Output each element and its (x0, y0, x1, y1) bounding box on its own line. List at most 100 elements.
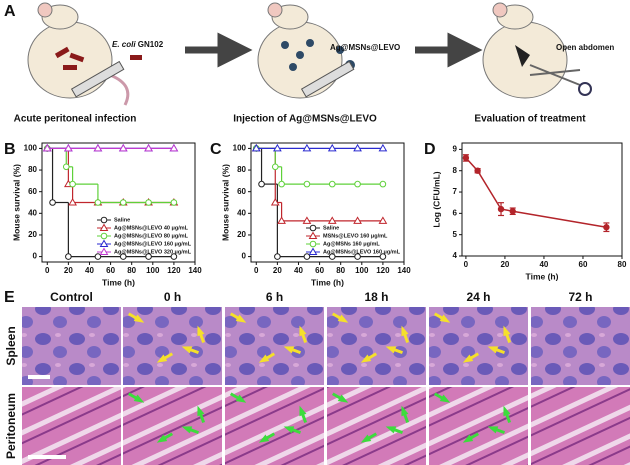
indicator-arrow (360, 432, 378, 443)
marker (170, 253, 178, 260)
marker (62, 163, 70, 171)
x-tick-label: 80 (336, 266, 345, 275)
y-tick-label: 20 (237, 230, 246, 239)
plot-frame (250, 142, 405, 263)
marker (94, 253, 102, 260)
x-tick-label: 20 (273, 266, 282, 275)
annotation: E. coli GN102 (112, 40, 164, 49)
x-axis-label: Time (h) (526, 271, 559, 281)
y-tick-label: 80 (28, 165, 37, 174)
x-tick-label: 60 (106, 266, 115, 275)
y-tick-label: 4 (453, 251, 458, 260)
indicator-arrow (401, 325, 410, 344)
marker (327, 216, 337, 224)
point (603, 224, 610, 231)
y-tick-label: 5 (453, 230, 458, 239)
column-header: 18 h (364, 290, 388, 304)
legend-label: Saline (114, 217, 130, 223)
annotation: Open abdomen (556, 43, 614, 52)
indicator-arrow (127, 392, 145, 403)
x-tick-label: 60 (315, 266, 324, 275)
column-header: 0 h (164, 290, 181, 304)
micrograph (22, 387, 121, 465)
marker (354, 253, 361, 260)
panel-label: A (4, 3, 16, 20)
indicator-arrow (433, 312, 451, 323)
marker (278, 180, 285, 188)
y-axis-label: Mouse survival (%) (11, 164, 21, 241)
row-label: Spleen (4, 326, 18, 365)
y-axis-label: Mouse survival (%) (220, 164, 230, 241)
marker (379, 180, 387, 188)
marker (378, 216, 388, 224)
x-axis-label: Time (h) (311, 277, 344, 287)
indicator-arrow (197, 405, 206, 424)
legend-marker (100, 216, 108, 224)
marker (277, 216, 286, 224)
indicator-arrow (156, 432, 174, 443)
marker (328, 180, 336, 188)
point (509, 208, 516, 215)
column-header: Control (50, 290, 93, 304)
indicator-arrow (385, 346, 404, 355)
x-tick-label: 140 (397, 266, 411, 275)
marker (251, 143, 261, 152)
y-tick-label: 20 (28, 230, 37, 239)
marker (273, 143, 282, 152)
indicator-arrow (197, 325, 206, 344)
marker (169, 143, 179, 152)
indicator-arrow (258, 352, 276, 363)
marker (69, 180, 76, 188)
x-tick-label: 80 (127, 266, 136, 275)
indicator-arrow (462, 352, 480, 363)
x-tick-label: 0 (254, 266, 259, 275)
y-tick-label: 60 (28, 187, 37, 196)
indicator-arrow (156, 352, 174, 363)
indicator-arrow (360, 352, 378, 363)
y-tick-label: 80 (237, 165, 246, 174)
y-tick-label: 40 (28, 208, 37, 217)
marker (303, 253, 311, 260)
legend-marker (99, 239, 109, 247)
x-tick-label: 0 (464, 260, 469, 269)
y-tick-label: 8 (453, 166, 458, 175)
plot-frame (461, 142, 623, 257)
line (465, 157, 607, 228)
legend-marker (100, 232, 108, 240)
step-caption: Injection of Ag@MSNs@LEVO (233, 114, 377, 125)
marker (145, 253, 152, 260)
marker (302, 216, 312, 224)
x-tick-label: 40 (294, 266, 303, 275)
legend-marker (308, 231, 318, 239)
indicator-arrow (487, 426, 506, 435)
x-tick-label: 40 (85, 266, 94, 275)
indicator-arrow (229, 312, 247, 323)
legend-label: Ag@MSNs@LEVO 160 μg/mL (114, 241, 192, 247)
legend-marker (309, 240, 317, 248)
marker (271, 163, 279, 171)
indicator-arrow (331, 392, 349, 403)
indicator-arrow (462, 432, 480, 443)
indicator-arrow (331, 312, 349, 323)
indicator-arrow (181, 346, 200, 355)
mouse (482, 2, 592, 99)
indicator-arrow (283, 426, 302, 435)
step-caption: Acute peritoneal infection (14, 114, 137, 125)
marker (119, 199, 127, 206)
y-tick-label: 6 (453, 208, 458, 217)
marker (270, 198, 280, 206)
marker (144, 143, 153, 152)
row-label: Peritoneum (4, 393, 18, 459)
marker (274, 253, 281, 260)
marker (64, 143, 73, 152)
point (474, 167, 481, 174)
marker (302, 143, 312, 152)
legend-marker (308, 247, 318, 255)
panel-label: B (4, 141, 16, 158)
marker (65, 253, 72, 260)
marker (42, 143, 52, 152)
indicator-arrow (503, 325, 512, 344)
marker (94, 199, 102, 206)
x-tick-label: 80 (618, 260, 627, 269)
micrograph (531, 387, 630, 465)
